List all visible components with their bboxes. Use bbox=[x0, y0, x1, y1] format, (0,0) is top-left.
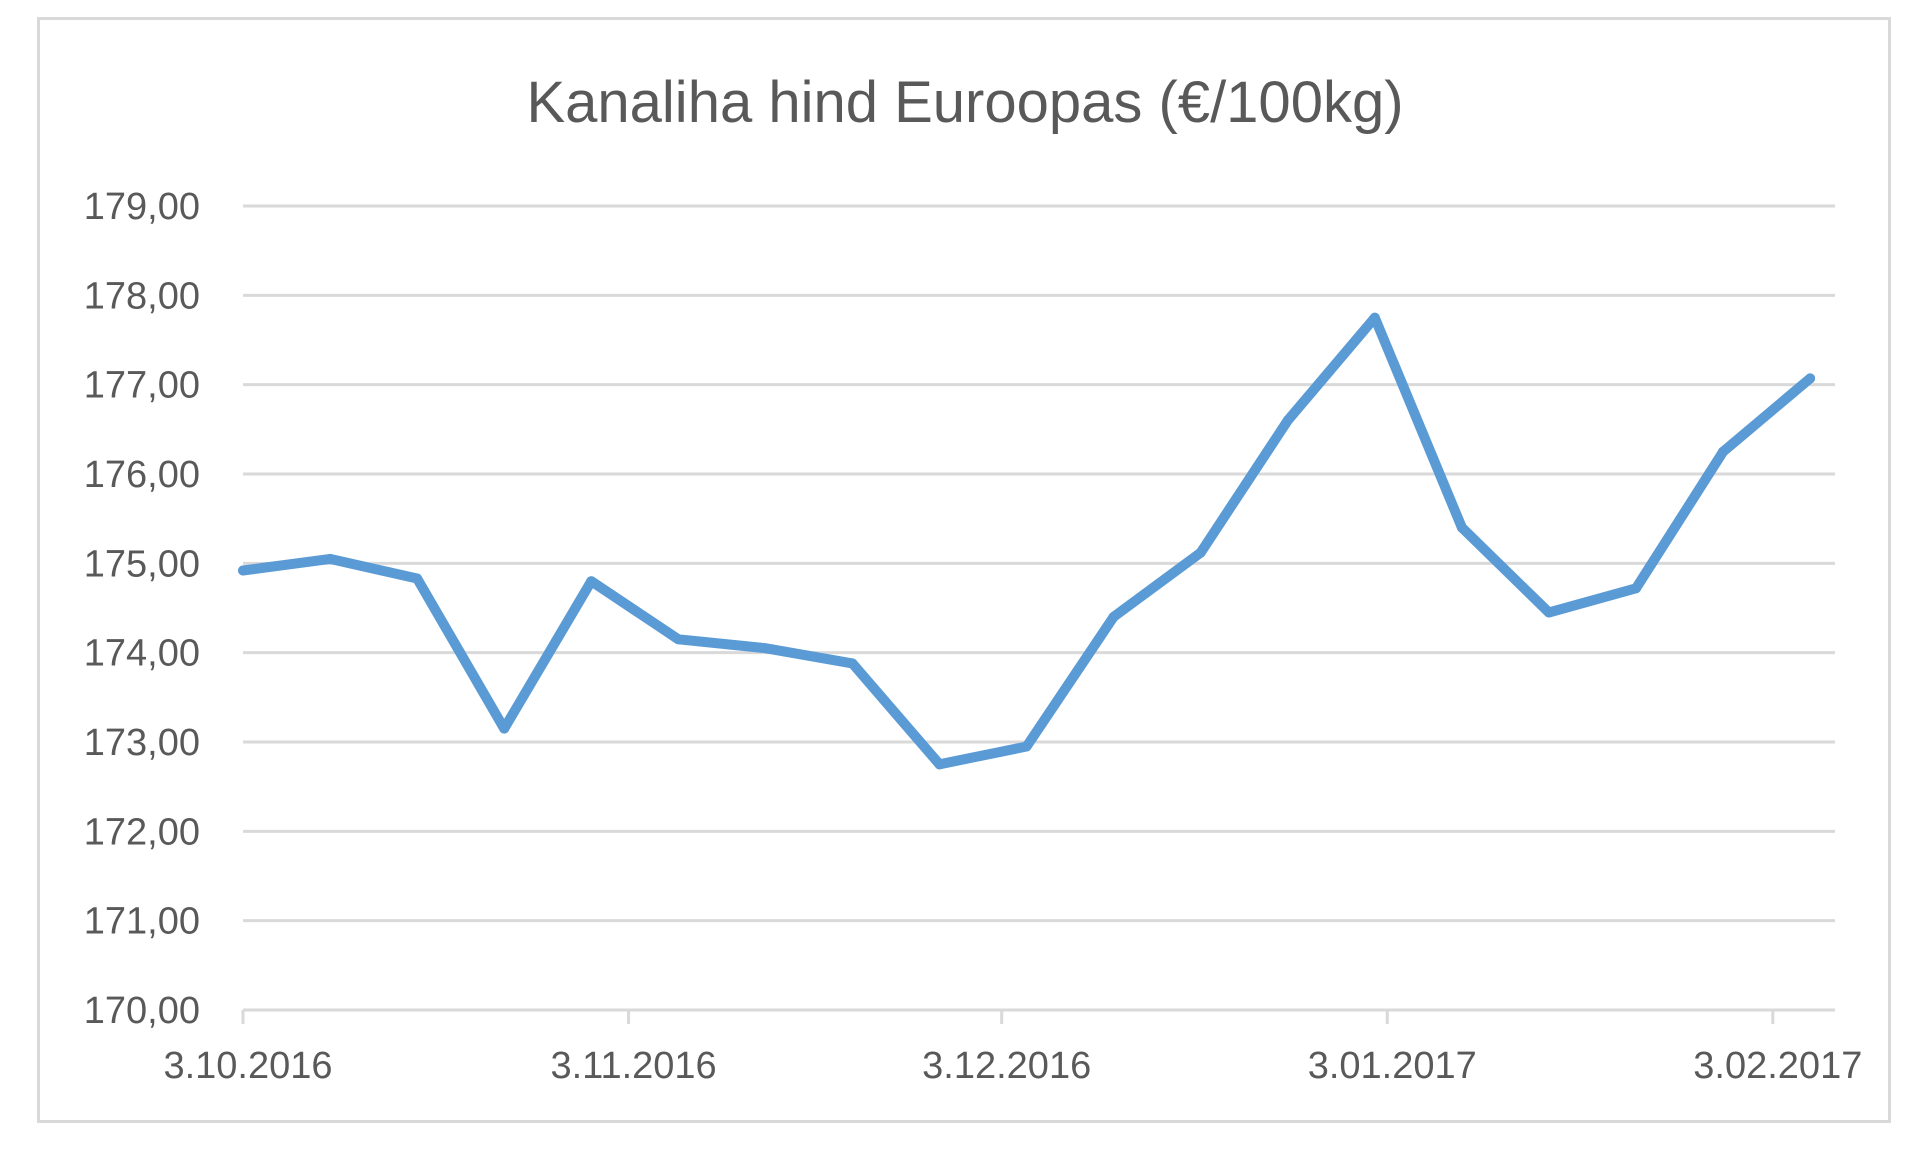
y-tick-label: 170,00 bbox=[84, 990, 200, 1032]
x-tick-label: 3.01.2017 bbox=[1308, 1045, 1477, 1087]
data-point bbox=[1108, 611, 1119, 622]
y-tick-label: 171,00 bbox=[84, 901, 200, 943]
data-point bbox=[1543, 607, 1554, 618]
data-point bbox=[1718, 446, 1729, 457]
x-tick-label: 3.10.2016 bbox=[163, 1045, 332, 1087]
data-point bbox=[1631, 583, 1641, 594]
data-point bbox=[238, 565, 248, 576]
series-layer bbox=[238, 312, 1816, 770]
x-tick-label: 3.02.2017 bbox=[1693, 1045, 1862, 1087]
data-point bbox=[1282, 415, 1293, 426]
y-tick-label: 178,00 bbox=[84, 275, 200, 317]
y-axis-tick-labels: 170,00 171,00 172,00 173,00 174,00 175,00 176,… bbox=[84, 186, 200, 1032]
y-tick-label: 179,00 bbox=[84, 186, 200, 228]
gridlines bbox=[243, 204, 1835, 923]
data-point bbox=[1805, 373, 1816, 384]
x-axis: 3.10.2016 3.11.2016 3.12.2016 3.01.2017 3.02… bbox=[163, 1008, 1862, 1087]
x-tick-label: 3.11.2016 bbox=[550, 1045, 716, 1087]
data-point bbox=[1456, 522, 1467, 533]
y-tick-label: 176,00 bbox=[84, 454, 200, 496]
data-point bbox=[586, 576, 597, 587]
chart-title: Kanaliha hind Euroopas (€/100kg) bbox=[526, 70, 1403, 135]
data-point bbox=[1021, 741, 1032, 752]
y-tick-label: 172,00 bbox=[84, 811, 200, 853]
data-point bbox=[325, 553, 336, 564]
data-point bbox=[673, 634, 684, 645]
data-point bbox=[847, 658, 858, 669]
y-tick-label: 175,00 bbox=[84, 543, 200, 585]
y-tick-label: 173,00 bbox=[84, 722, 200, 764]
data-point bbox=[760, 643, 771, 654]
x-tick-label: 3.12.2016 bbox=[922, 1045, 1091, 1087]
data-point bbox=[499, 723, 510, 734]
y-tick-label: 174,00 bbox=[84, 633, 200, 675]
data-point bbox=[934, 759, 945, 770]
data-point bbox=[1195, 547, 1206, 558]
chart-frame bbox=[37, 17, 1891, 1123]
y-tick-label: 177,00 bbox=[84, 365, 200, 407]
data-point bbox=[1369, 312, 1380, 323]
data-point bbox=[412, 573, 423, 584]
